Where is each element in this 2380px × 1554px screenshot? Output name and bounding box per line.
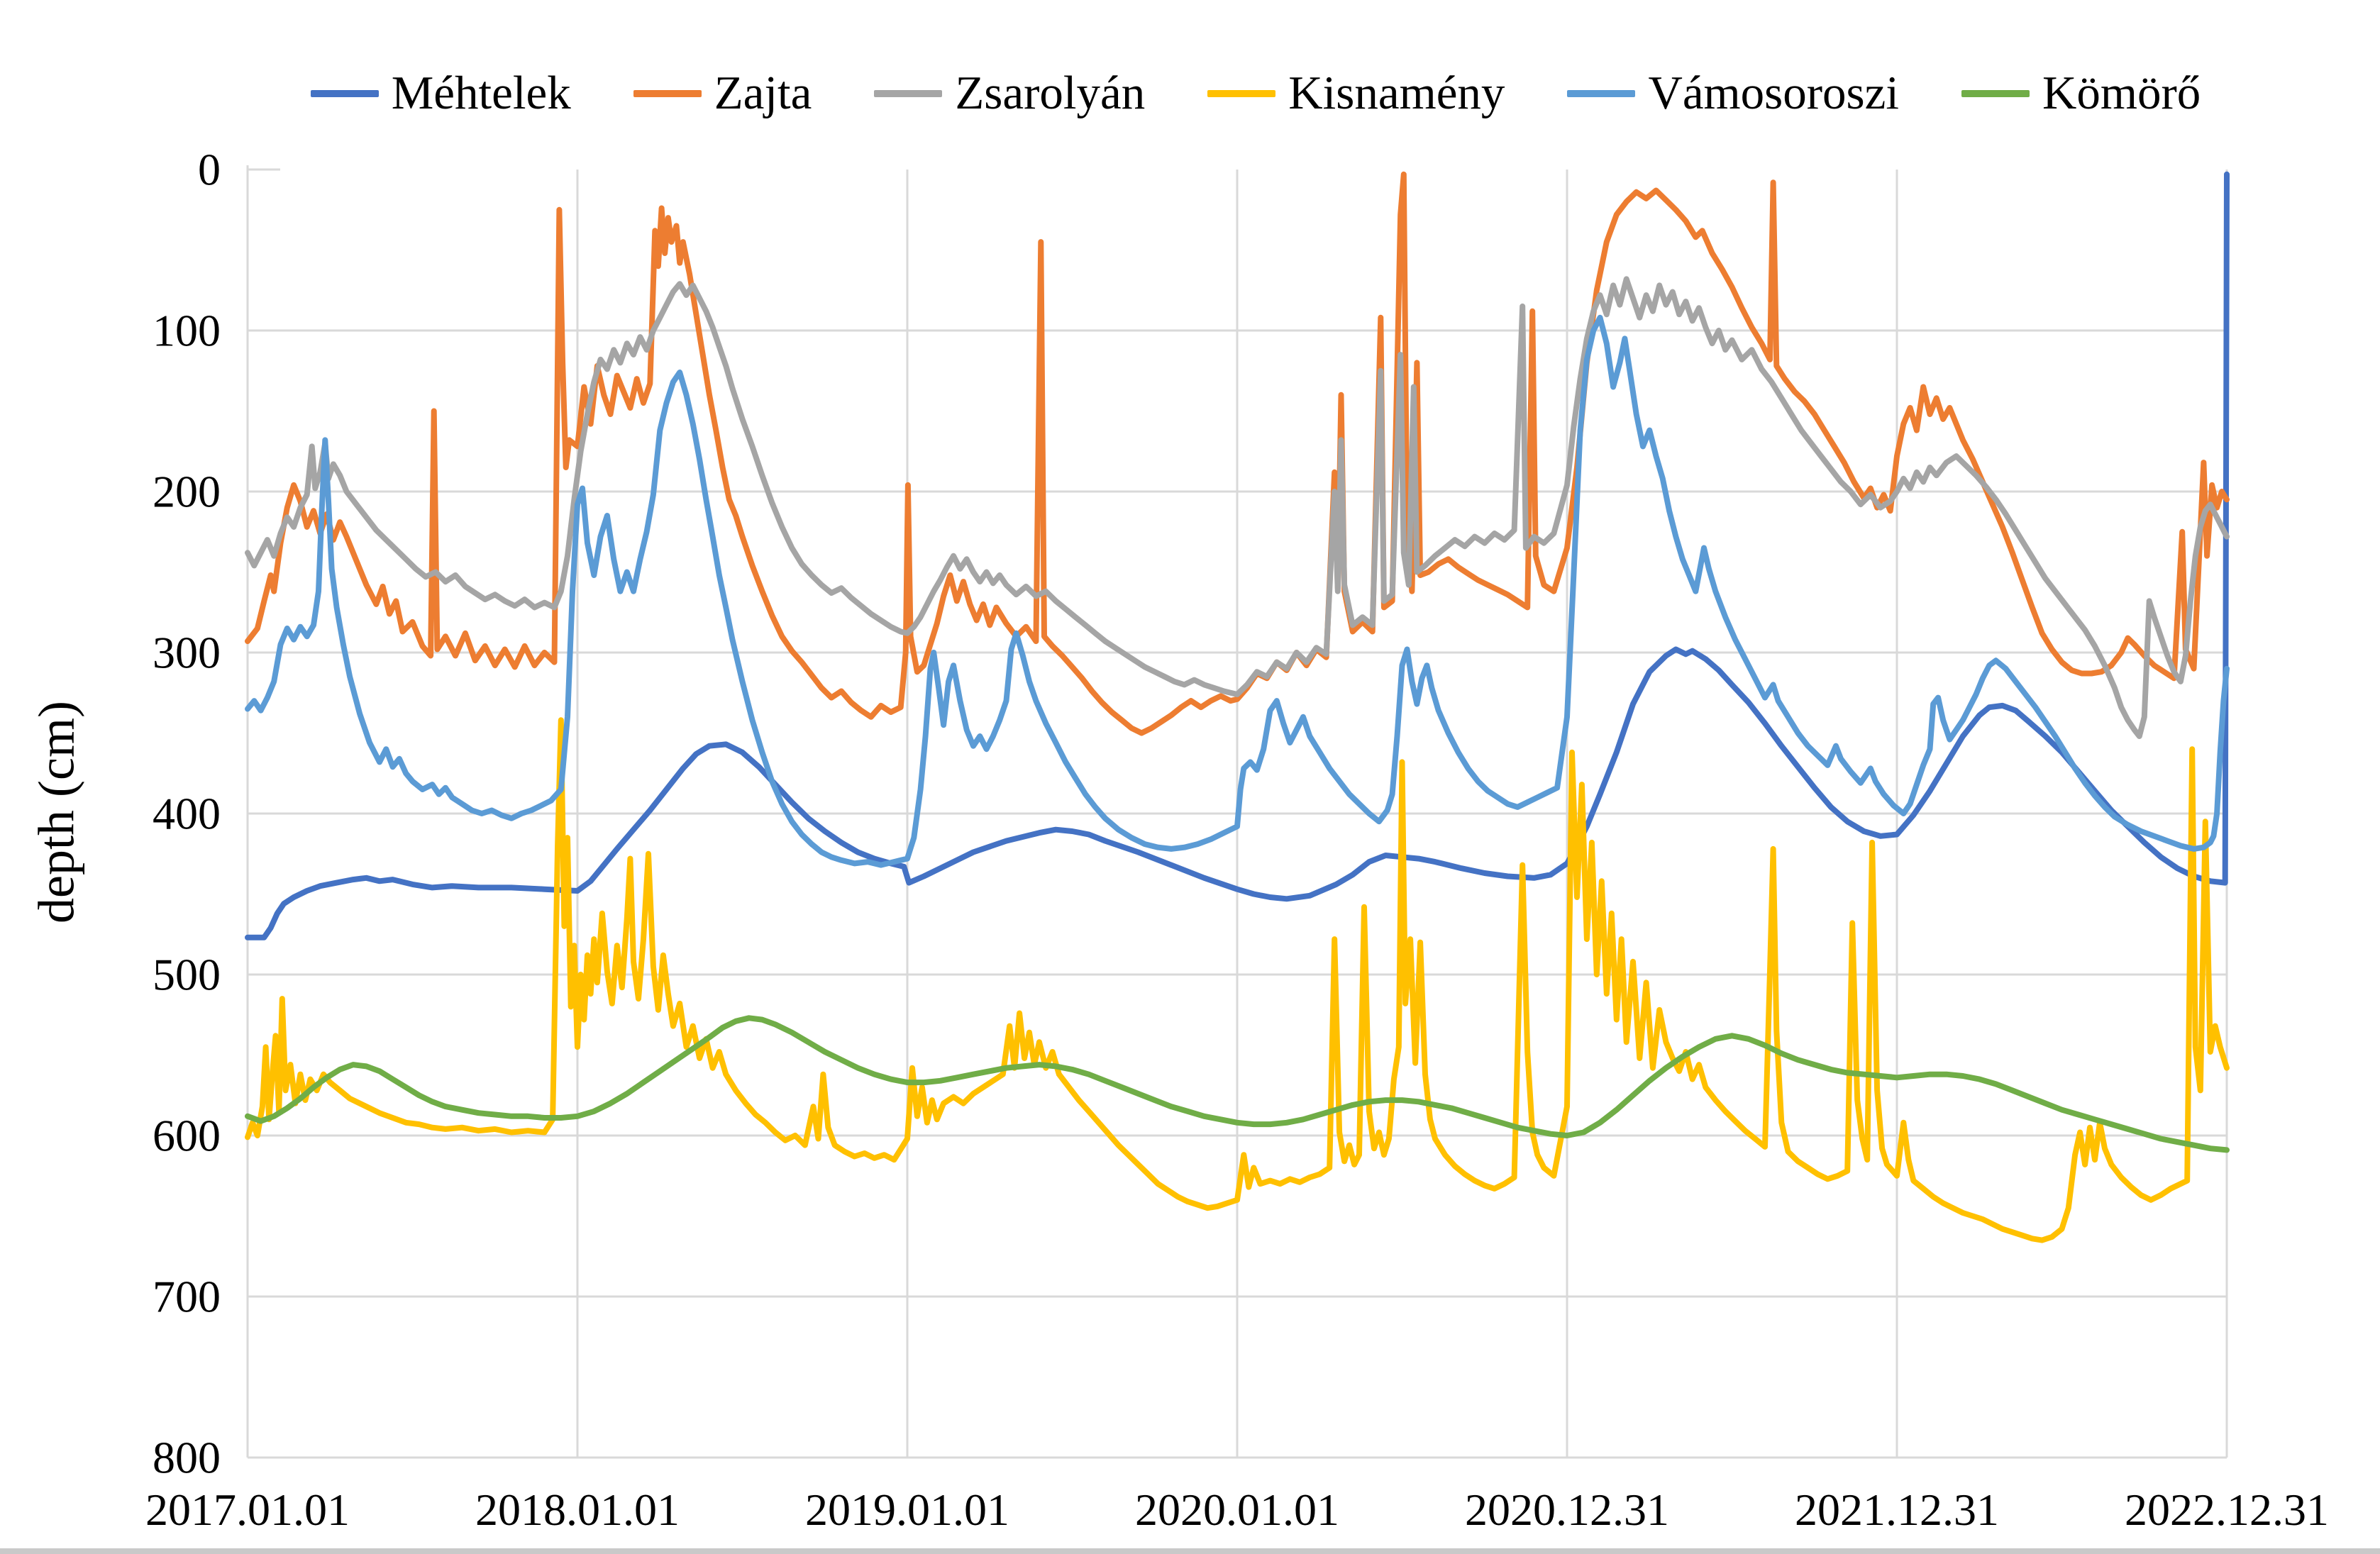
legend-swatch-zsarolyan [874, 89, 943, 97]
legend-item-zajta[interactable]: Zajta [633, 70, 812, 117]
legend-label-kisnameny: Kisnamény [1288, 67, 1505, 119]
legend-item-vamosoroszi[interactable]: Vámosoroszi [1567, 70, 1899, 117]
legend-swatch-mehtelek [310, 89, 379, 97]
legend-label-komoro: Kömörő [2042, 67, 2201, 119]
legend-item-zsarolyan[interactable]: Zsarolyán [874, 70, 1145, 117]
legend-item-mehtelek[interactable]: Méhtelek [310, 67, 571, 119]
series-line-zsarolyan[interactable] [245, 276, 2230, 739]
series-line-mehtelek[interactable] [245, 171, 2230, 940]
legend-label-mehtelek: Méhtelek [391, 67, 571, 119]
x-tick-label-2020.01.01: 2020.01.01 [1135, 1484, 1339, 1535]
legend-label-zsarolyan: Zsarolyán [955, 67, 1146, 119]
legend-item-kisnameny[interactable]: Kisnamény [1207, 70, 1505, 117]
window-bottom-edge [0, 1548, 2380, 1554]
series-line-zajta[interactable] [245, 171, 2230, 736]
x-tick-label-2018.01.01: 2018.01.01 [475, 1484, 680, 1535]
series-line-kisnameny[interactable] [245, 717, 2230, 1243]
y-tick-label-300: 300 [153, 628, 221, 678]
y-tick-label-600: 600 [153, 1111, 221, 1161]
y-tick-label-100: 100 [153, 306, 221, 356]
x-tick-label-2022.12.31: 2022.12.31 [2125, 1484, 2329, 1535]
y-axis-title: depth (cm) [28, 701, 85, 923]
legend-label-vamosoroszi: Vámosoroszi [1648, 67, 1899, 119]
legend-swatch-vamosoroszi [1567, 89, 1636, 97]
y-tick-label-400: 400 [153, 789, 221, 839]
legend-swatch-kisnameny [1207, 89, 1276, 97]
y-tick-label-0: 0 [198, 145, 221, 195]
x-tick-label-2021.12.31: 2021.12.31 [1795, 1484, 1999, 1535]
y-tick-label-700: 700 [153, 1272, 221, 1322]
series-line-komoro[interactable] [245, 1015, 2230, 1153]
x-tick-label-2019.01.01: 2019.01.01 [805, 1484, 1009, 1535]
legend-swatch-zajta [633, 89, 702, 97]
y-tick-label-500: 500 [153, 950, 221, 1000]
x-tick-label-2017.01.01: 2017.01.01 [145, 1484, 350, 1535]
series-line-vamosoroszi[interactable] [245, 314, 2230, 868]
legend-label-zajta: Zajta [714, 67, 812, 119]
x-tick-label-2020.12.31: 2020.12.31 [1465, 1484, 1669, 1535]
legend: Méhtelek Zajta Zsarolyán Kisnamény Vámos… [213, 70, 2298, 117]
y-tick-label-800: 800 [153, 1433, 221, 1483]
y-tick-label-200: 200 [153, 467, 221, 517]
legend-item-komoro[interactable]: Kömörő [1961, 70, 2201, 117]
legend-swatch-komoro [1961, 89, 2030, 97]
